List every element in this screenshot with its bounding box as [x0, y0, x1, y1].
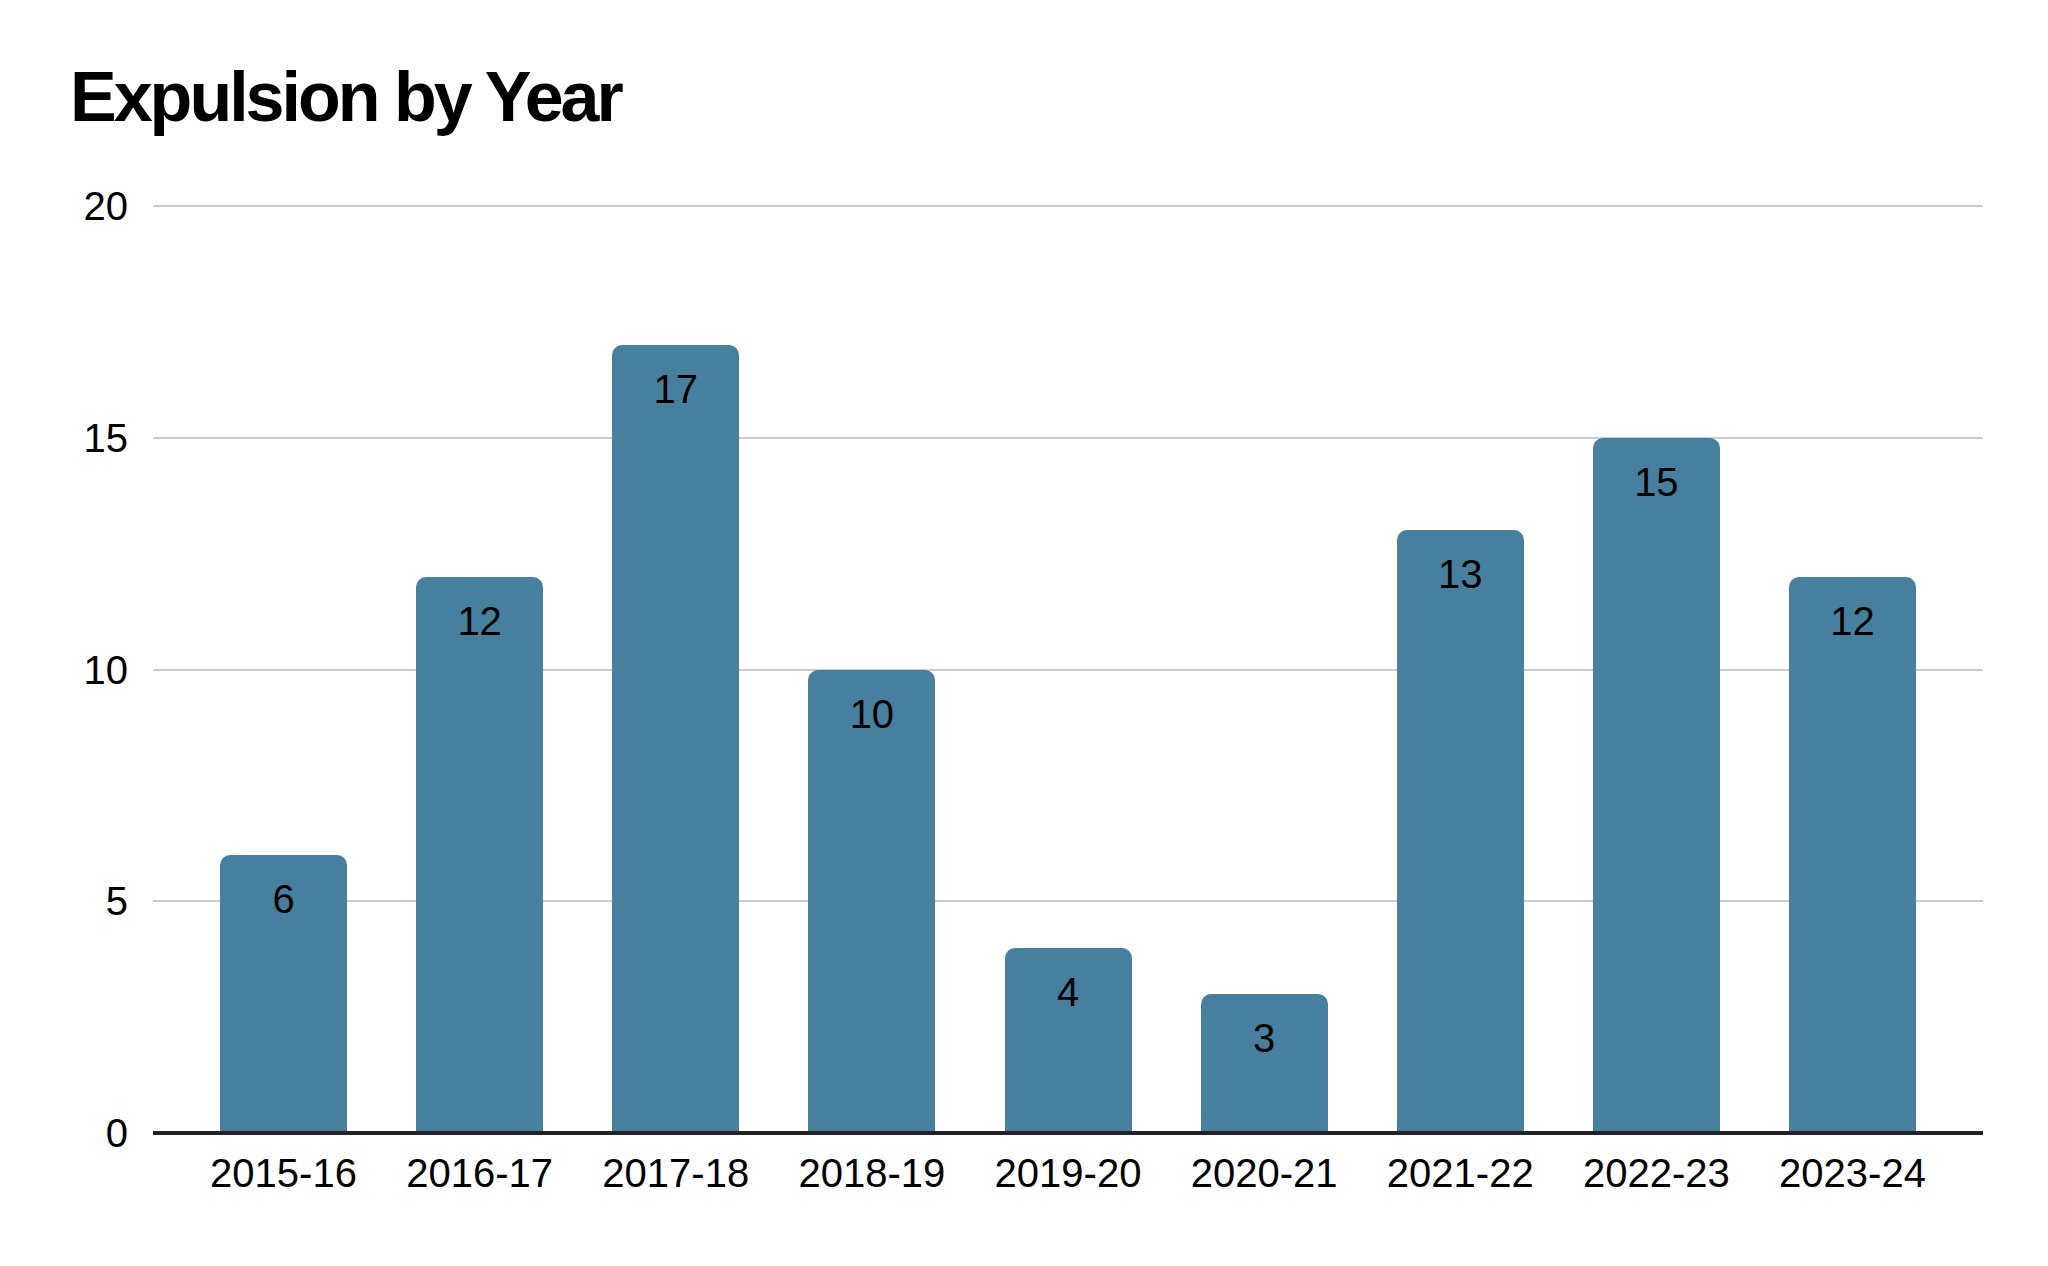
bar-column-2019-20: 42019-20	[1005, 206, 1132, 1133]
bar-column-2021-22: 132021-22	[1397, 206, 1524, 1133]
bar-column-2020-21: 32020-21	[1201, 206, 1328, 1133]
chart-title: Expulsion by Year	[70, 62, 621, 132]
x-tick-label-2016-17: 2016-17	[406, 1153, 553, 1193]
bar-2023-24: 12	[1789, 577, 1916, 1133]
x-tick-label-2023-24: 2023-24	[1779, 1153, 1926, 1193]
y-tick-label-10: 10	[84, 650, 129, 690]
x-tick-label-2018-19: 2018-19	[798, 1153, 945, 1193]
x-tick-label-2019-20: 2019-20	[995, 1153, 1142, 1193]
bar-column-2022-23: 152022-23	[1593, 206, 1720, 1133]
y-tick-label-5: 5	[106, 881, 128, 921]
bar-2016-17: 12	[416, 577, 543, 1133]
x-tick-label-2022-23: 2022-23	[1583, 1153, 1730, 1193]
x-tick-label-2021-22: 2021-22	[1387, 1153, 1534, 1193]
x-tick-label-2015-16: 2015-16	[210, 1153, 357, 1193]
bar-value-label-2018-19: 10	[808, 694, 935, 734]
bar-column-2017-18: 172017-18	[612, 206, 739, 1133]
y-tick-label-0: 0	[106, 1113, 128, 1153]
bar-2022-23: 15	[1593, 438, 1720, 1133]
bar-value-label-2023-24: 12	[1789, 601, 1916, 641]
bar-2020-21: 3	[1201, 994, 1328, 1133]
x-tick-label-2020-21: 2020-21	[1191, 1153, 1338, 1193]
bar-value-label-2016-17: 12	[416, 601, 543, 641]
bar-2019-20: 4	[1005, 948, 1132, 1133]
bar-value-label-2017-18: 17	[612, 369, 739, 409]
bar-2021-22: 13	[1397, 530, 1524, 1133]
bar-value-label-2021-22: 13	[1397, 554, 1524, 594]
bar-column-2015-16: 62015-16	[220, 206, 347, 1133]
bar-value-label-2020-21: 3	[1201, 1018, 1328, 1058]
x-tick-label-2017-18: 2017-18	[602, 1153, 749, 1193]
bar-2018-19: 10	[808, 670, 935, 1134]
y-tick-label-15: 15	[84, 418, 129, 458]
bar-column-2016-17: 122016-17	[416, 206, 543, 1133]
y-tick-label-20: 20	[84, 186, 129, 226]
bar-value-label-2019-20: 4	[1005, 972, 1132, 1012]
bar-2015-16: 6	[220, 855, 347, 1133]
bar-2017-18: 17	[612, 345, 739, 1133]
bar-column-2018-19: 102018-19	[808, 206, 935, 1133]
bar-value-label-2022-23: 15	[1593, 462, 1720, 502]
bar-series: 62015-16 122016-17 172017-18 102018-19 42019…	[153, 206, 1983, 1133]
plot-area: 62015-16 122016-17 172017-18 102018-19 42019…	[153, 206, 1983, 1133]
x-axis-line	[153, 1131, 1983, 1135]
bar-column-2023-24: 122023-24	[1789, 206, 1916, 1133]
bar-value-label-2015-16: 6	[220, 879, 347, 919]
y-axis-labels: 05101520	[0, 206, 128, 1133]
expulsion-bar-chart: Expulsion by Year 05101520 62015-1612201…	[0, 0, 2048, 1266]
